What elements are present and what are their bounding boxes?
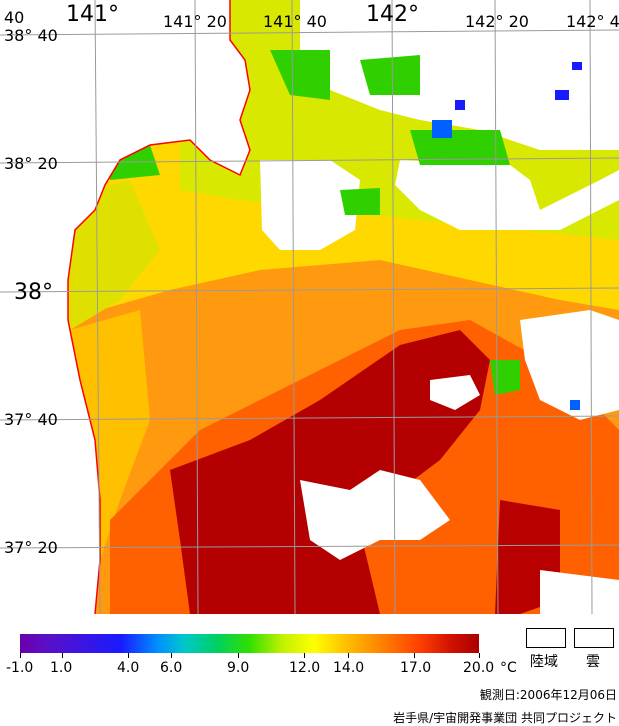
green-patch-2 bbox=[360, 55, 420, 95]
colorbar-label: 20.0 bbox=[463, 660, 495, 676]
yellow-west-coast-strip bbox=[60, 180, 160, 360]
colorbar-label: 17.0 bbox=[400, 660, 432, 676]
cloud-patch-north bbox=[260, 160, 360, 250]
colorbar-tick bbox=[20, 653, 21, 658]
lat-label-38-20: 38° 20 bbox=[4, 154, 58, 173]
credit-line: 岩手県/宇宙開発事業団 共同プロジェクト bbox=[393, 711, 617, 725]
lat-label-38: 38° bbox=[14, 280, 53, 305]
lat-label-37-40: 37° 40 bbox=[4, 410, 58, 429]
cloud-patch-southeast bbox=[540, 570, 619, 614]
land-legend-swatch bbox=[526, 628, 566, 648]
colorbar-unit: °C bbox=[500, 660, 517, 676]
cloud-legend-swatch bbox=[574, 628, 614, 648]
cloud-patch-north-top bbox=[300, 0, 619, 150]
colorbar-tick bbox=[62, 653, 63, 658]
cloud-patch-south bbox=[300, 470, 450, 560]
lon-label-142-40: 142° 40 bbox=[566, 12, 619, 31]
colorbar-tick bbox=[238, 653, 239, 658]
colorbar-label: 4.0 bbox=[117, 660, 140, 676]
cloud-patch-small bbox=[430, 375, 480, 410]
colorbar-label: 9.0 bbox=[227, 660, 250, 676]
cloud-patch-northeast bbox=[395, 160, 619, 230]
colorbar-label: 6.0 bbox=[160, 660, 183, 676]
lat-label-38-40: 38° 40 bbox=[4, 26, 58, 45]
colorbar-tick bbox=[348, 653, 349, 658]
blue-patch-1 bbox=[432, 120, 452, 138]
blue-patch-5 bbox=[570, 400, 580, 410]
lon-label-142-20: 142° 20 bbox=[465, 12, 529, 31]
green-patch-1 bbox=[270, 50, 330, 100]
colorbar-tick bbox=[414, 653, 415, 658]
green-patch-3 bbox=[410, 130, 510, 165]
colorbar-label: 1.0 bbox=[50, 660, 73, 676]
green-patch-6 bbox=[490, 360, 520, 395]
graticule bbox=[0, 0, 619, 614]
land-area-west bbox=[0, 0, 250, 614]
lon-label-141: 141° bbox=[66, 2, 119, 27]
cloud-patch-east bbox=[520, 310, 619, 420]
observation-date: 観測日:2006年12月06日 bbox=[479, 688, 617, 702]
lon-label-140-40: 40 bbox=[4, 8, 25, 27]
colorbar-tick bbox=[171, 653, 172, 658]
warm-current-core bbox=[170, 330, 490, 614]
coastline bbox=[67, 0, 251, 614]
colorbar-tick bbox=[128, 653, 129, 658]
lon-label-141-20: 141° 20 bbox=[163, 12, 227, 31]
colorbar-tick bbox=[479, 653, 480, 658]
blue-patch-3 bbox=[555, 90, 569, 100]
green-patch-5 bbox=[340, 188, 380, 215]
sea-surface-temperature-map bbox=[0, 0, 619, 614]
colorbar-label: -1.0 bbox=[6, 660, 34, 676]
blue-patch-2 bbox=[455, 100, 465, 110]
lon-label-141-40: 141° 40 bbox=[263, 12, 327, 31]
colorbar-label: 12.0 bbox=[289, 660, 321, 676]
lat-label-37-20: 37° 20 bbox=[4, 538, 58, 557]
blue-patch-4 bbox=[572, 62, 582, 70]
land-legend-label: 陸域 bbox=[530, 654, 558, 670]
colorbar-tick bbox=[304, 653, 305, 658]
colorbar-label: 14.0 bbox=[333, 660, 365, 676]
lon-label-142: 142° bbox=[366, 2, 419, 27]
cloud-legend-label: 雲 bbox=[586, 654, 600, 670]
temperature-colorbar bbox=[20, 634, 479, 653]
